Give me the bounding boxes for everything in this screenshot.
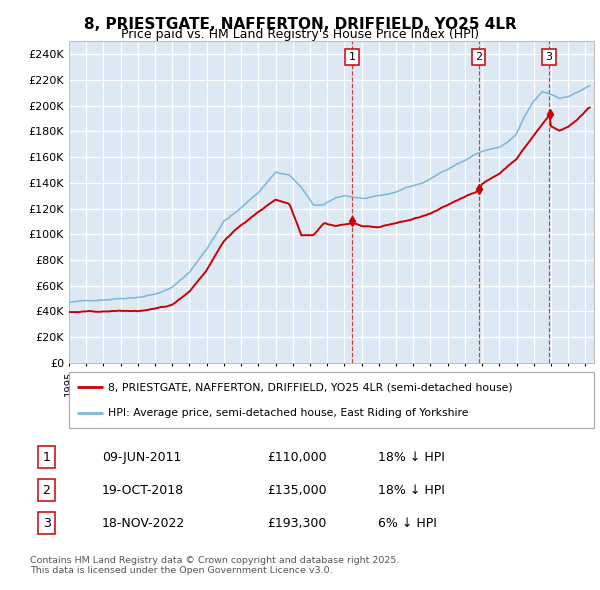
Text: HPI: Average price, semi-detached house, East Riding of Yorkshire: HPI: Average price, semi-detached house,… [109, 408, 469, 418]
Text: 09-JUN-2011: 09-JUN-2011 [102, 451, 181, 464]
Text: 19-OCT-2018: 19-OCT-2018 [102, 484, 184, 497]
FancyBboxPatch shape [69, 372, 594, 428]
Text: £135,000: £135,000 [268, 484, 327, 497]
Text: 3: 3 [545, 52, 553, 62]
Text: Contains HM Land Registry data © Crown copyright and database right 2025.: Contains HM Land Registry data © Crown c… [30, 556, 400, 565]
Text: 8, PRIESTGATE, NAFFERTON, DRIFFIELD, YO25 4LR: 8, PRIESTGATE, NAFFERTON, DRIFFIELD, YO2… [83, 17, 517, 31]
Text: 2: 2 [475, 52, 482, 62]
Text: This data is licensed under the Open Government Licence v3.0.: This data is licensed under the Open Gov… [30, 566, 332, 575]
Text: 2: 2 [43, 484, 50, 497]
Text: 1: 1 [43, 451, 50, 464]
Text: 18% ↓ HPI: 18% ↓ HPI [378, 451, 445, 464]
Text: 8, PRIESTGATE, NAFFERTON, DRIFFIELD, YO25 4LR (semi-detached house): 8, PRIESTGATE, NAFFERTON, DRIFFIELD, YO2… [109, 382, 513, 392]
Text: 18-NOV-2022: 18-NOV-2022 [102, 517, 185, 530]
Text: 6% ↓ HPI: 6% ↓ HPI [378, 517, 437, 530]
Text: £193,300: £193,300 [268, 517, 327, 530]
Text: Price paid vs. HM Land Registry's House Price Index (HPI): Price paid vs. HM Land Registry's House … [121, 28, 479, 41]
Text: £110,000: £110,000 [268, 451, 327, 464]
Text: 3: 3 [43, 517, 50, 530]
Text: 18% ↓ HPI: 18% ↓ HPI [378, 484, 445, 497]
Text: 1: 1 [349, 52, 355, 62]
